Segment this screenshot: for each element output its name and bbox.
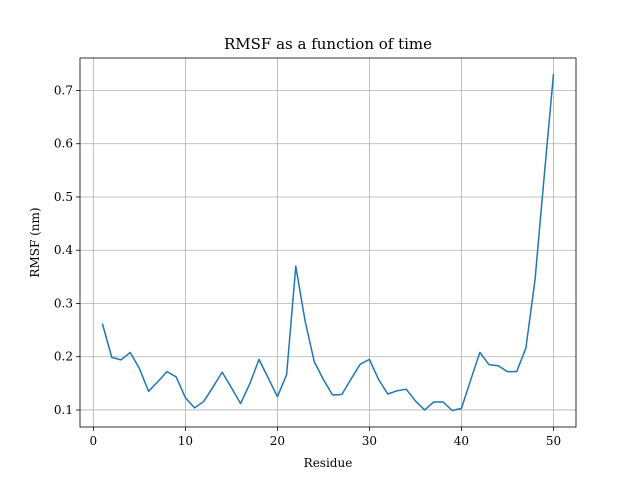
x-tick-label: 30	[362, 434, 377, 448]
x-tick-label: 0	[90, 434, 98, 448]
y-tick-label: 0.3	[54, 296, 73, 310]
x-axis-label: Residue	[304, 456, 353, 470]
axis-ticks: 0 10 20 30 40 50 0.1 0.2 0.3 0.4 0.5 0.6 0.7	[54, 83, 561, 448]
x-tick-label: 10	[178, 434, 193, 448]
series-layer	[101, 73, 555, 412]
y-tick-label: 0.6	[54, 137, 73, 151]
y-tick-label: 0.2	[54, 350, 73, 364]
plot-frame	[79, 57, 577, 428]
y-tick-label: 0.7	[54, 83, 73, 97]
x-tick-label: 20	[270, 434, 285, 448]
x-tick-label: 50	[546, 434, 561, 448]
y-tick-label: 0.5	[54, 190, 73, 204]
y-axis-label: RMSF (nm)	[28, 207, 42, 277]
series-line	[101, 73, 555, 412]
chart-title: RMSF as a function of time	[224, 35, 432, 53]
x-tick-label: 40	[454, 434, 469, 448]
y-tick-label: 0.4	[54, 243, 73, 257]
grid-lines	[80, 58, 576, 427]
y-tick-label: 0.1	[54, 403, 73, 417]
